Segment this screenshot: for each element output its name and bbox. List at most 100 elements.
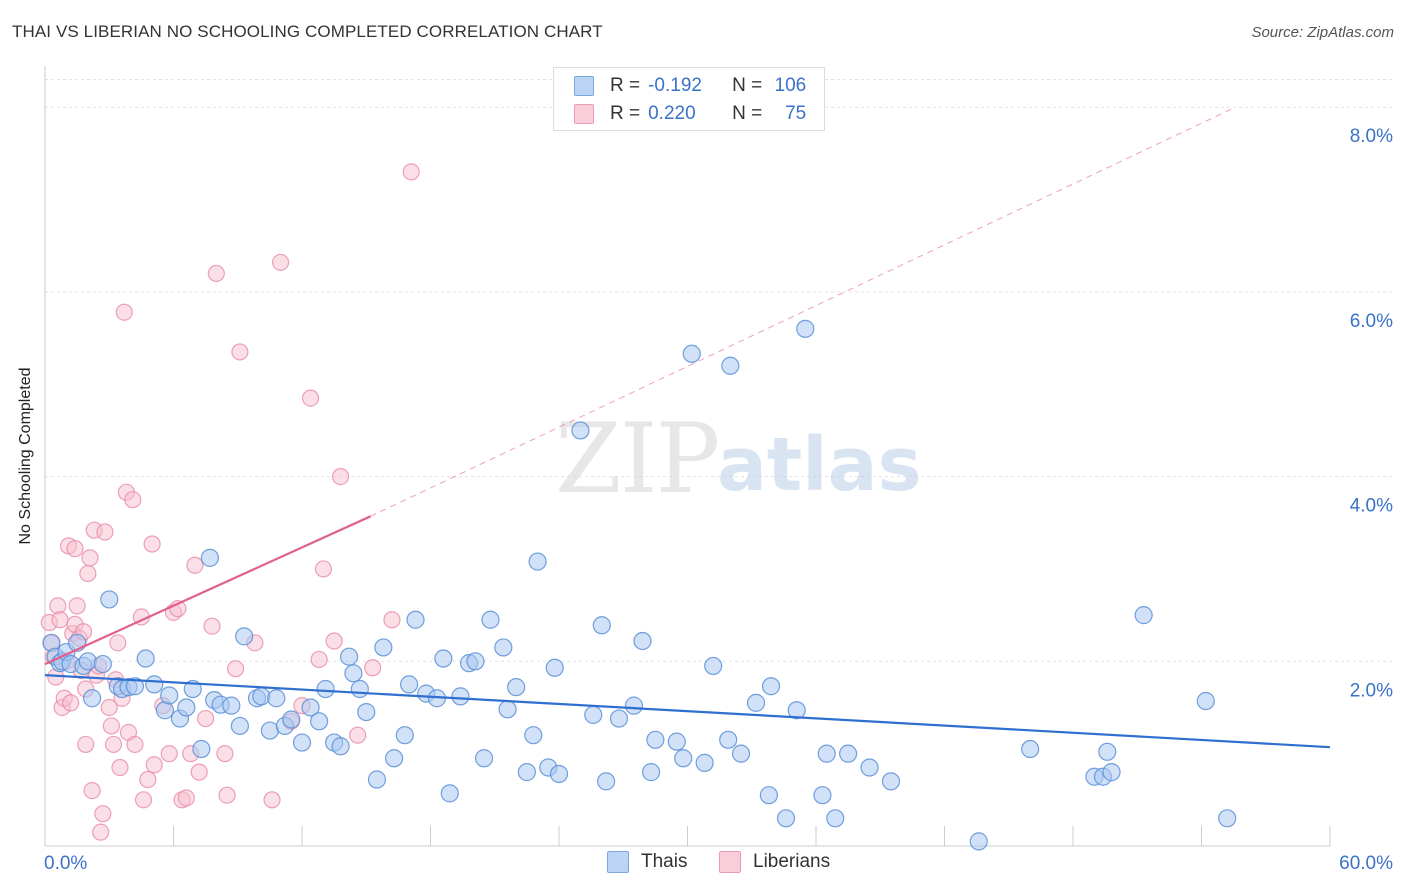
thais-point bbox=[817, 744, 836, 763]
liberians-point bbox=[100, 698, 118, 717]
thais-point bbox=[1218, 809, 1237, 828]
thais-point bbox=[310, 712, 329, 731]
thais-point bbox=[451, 687, 470, 706]
liberians-trend-line bbox=[44, 515, 371, 666]
thais-n-value: 106 bbox=[774, 75, 807, 96]
y-tick-label: 2.0% bbox=[1350, 680, 1393, 701]
liberians-point bbox=[145, 756, 163, 774]
watermark-atlas: atlas bbox=[717, 422, 922, 508]
thais-point bbox=[609, 709, 629, 728]
thais-point bbox=[571, 421, 590, 440]
thais-point bbox=[374, 638, 393, 657]
thais-point bbox=[1134, 606, 1153, 625]
liberians-point bbox=[109, 634, 127, 652]
legend-item-liberians[interactable]: Liberians bbox=[719, 851, 830, 873]
thais-point bbox=[252, 687, 271, 706]
thais-point bbox=[704, 656, 723, 676]
thais-point bbox=[826, 809, 845, 828]
thais-point bbox=[528, 552, 547, 571]
liberians-point bbox=[92, 823, 110, 841]
y-tick-label: 6.0% bbox=[1350, 311, 1393, 332]
liberians-point bbox=[190, 763, 208, 781]
liberians-point bbox=[111, 758, 129, 777]
thais-point bbox=[350, 679, 369, 699]
liberians-point bbox=[227, 660, 245, 678]
liberians-point bbox=[301, 389, 320, 407]
thais-legend-label: Thais bbox=[641, 851, 688, 872]
x-tick-label-min: 0.0% bbox=[44, 853, 87, 874]
thais-point bbox=[440, 784, 459, 803]
liberians-point bbox=[207, 264, 225, 283]
thais-point bbox=[282, 710, 301, 729]
thais-point bbox=[292, 733, 312, 752]
thais-swatch bbox=[574, 76, 594, 96]
liberians-legend-label: Liberians bbox=[753, 851, 831, 872]
liberians-point bbox=[325, 632, 343, 650]
liberians-point bbox=[124, 491, 142, 509]
liberians-point bbox=[68, 597, 86, 615]
legend-item-thais[interactable]: Thais bbox=[607, 851, 687, 873]
liberians-point bbox=[62, 694, 80, 712]
liberians-point bbox=[51, 611, 69, 629]
thais-point bbox=[633, 631, 652, 651]
thais-trend-line bbox=[44, 674, 1331, 749]
liberians-point bbox=[364, 659, 382, 677]
liberians-r-label: R = bbox=[610, 103, 641, 124]
thais-point bbox=[230, 716, 249, 736]
thais-point bbox=[813, 786, 832, 805]
liberians-swatch bbox=[574, 104, 594, 124]
thais-point bbox=[719, 730, 738, 749]
thais-point bbox=[597, 772, 616, 791]
chart-source: Source: ZipAtlas.com bbox=[1251, 24, 1394, 41]
thais-point bbox=[545, 658, 564, 677]
tick-labels: 2.0% 4.0% 6.0% 8.0% 0.0% 60.0% bbox=[44, 126, 1393, 874]
thais-point bbox=[787, 701, 806, 720]
liberians-point bbox=[83, 781, 101, 800]
thais-n-label: N = bbox=[732, 75, 763, 96]
liberians-point bbox=[134, 791, 153, 809]
liberians-point bbox=[102, 717, 120, 735]
thais-point bbox=[839, 744, 858, 763]
thais-point bbox=[222, 696, 241, 715]
axes bbox=[44, 66, 1331, 847]
thais-point bbox=[474, 749, 494, 768]
thais-point bbox=[746, 693, 766, 712]
thais-point bbox=[695, 753, 714, 772]
thais-point bbox=[83, 689, 102, 708]
correlation-legend: R = -0.192 N = 106 R = 0.220 N = 75 bbox=[553, 67, 825, 131]
liberians-legend-swatch bbox=[719, 851, 741, 873]
liberians-point bbox=[310, 650, 328, 669]
thais-r-label: R = bbox=[610, 75, 641, 96]
liberians-point bbox=[216, 745, 234, 763]
liberians-point bbox=[126, 735, 144, 754]
thais-point bbox=[1102, 763, 1121, 782]
thais-point bbox=[761, 677, 781, 696]
series-legend: Thais Liberians bbox=[0, 851, 1406, 877]
thais-point bbox=[721, 356, 740, 375]
thais-point bbox=[235, 627, 254, 646]
thais-point bbox=[646, 730, 665, 749]
liberians-point bbox=[160, 745, 178, 763]
liberians-point bbox=[143, 535, 161, 553]
liberians-point bbox=[96, 523, 114, 541]
liberians-point bbox=[271, 253, 290, 271]
liberians-point bbox=[81, 549, 99, 567]
thais-point bbox=[592, 616, 611, 635]
thais-point bbox=[776, 809, 796, 828]
thais-point bbox=[316, 679, 335, 699]
grid-lines bbox=[45, 79, 1392, 662]
liberians-point bbox=[139, 770, 157, 789]
liberians-point bbox=[79, 564, 97, 583]
thais-point bbox=[494, 638, 513, 657]
trend-lines bbox=[44, 108, 1331, 749]
thais-point bbox=[682, 344, 701, 363]
thais-point bbox=[549, 764, 569, 784]
thais-point bbox=[192, 739, 211, 759]
thais-point bbox=[674, 749, 693, 768]
liberians-point bbox=[94, 805, 112, 823]
liberians-n-label: N = bbox=[732, 103, 763, 124]
thais-point bbox=[667, 732, 686, 751]
thais-point bbox=[267, 689, 286, 708]
thais-r-value: -0.192 bbox=[648, 75, 702, 96]
